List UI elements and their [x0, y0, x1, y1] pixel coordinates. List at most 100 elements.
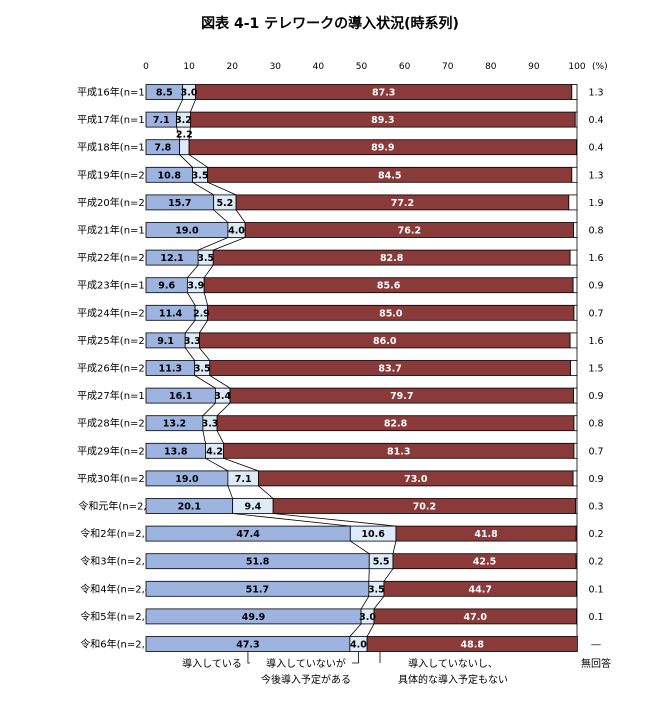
bar-row: 平成18年(n=1,836)7.82.289.9 0.4 — [77, 130, 604, 156]
bar-segment — [569, 332, 578, 349]
data-label: 3.5 — [194, 364, 211, 375]
data-label: 8.5 — [156, 88, 173, 99]
connector-line — [202, 430, 206, 444]
no-answer-label: 0.9 — [588, 391, 603, 402]
x-axis-unit: (%) — [592, 62, 608, 72]
data-label: 47.4 — [236, 529, 260, 540]
connector-line — [392, 541, 397, 554]
data-label: 79.7 — [390, 391, 413, 402]
connector-line — [273, 513, 397, 527]
bar-segment — [573, 442, 578, 459]
connector-line — [258, 485, 274, 499]
data-label: 84.5 — [378, 170, 401, 181]
connector-line — [203, 292, 209, 306]
bar-segment — [573, 222, 578, 238]
connector-line — [216, 430, 224, 444]
connector-line — [187, 264, 199, 278]
data-label: 7.8 — [154, 143, 171, 154]
data-label: 41.8 — [474, 529, 498, 540]
bar-segment — [575, 525, 578, 542]
connector-line — [199, 320, 208, 334]
connector-line — [203, 264, 214, 278]
legend-leader — [352, 651, 359, 664]
connector-line — [190, 99, 196, 113]
no-answer-label: 0.1 — [588, 584, 603, 595]
no-answer-label: 0.2 — [588, 529, 603, 540]
connector-line — [366, 623, 375, 637]
bar-row: 令和3年(n=2,396) 51.8 5.5 42.5 0.2 — [80, 553, 604, 570]
bar-rows: 平成16年(n=1,865)8.5 3.0 87.3 1.3平成17年(n=1,406… — [77, 84, 604, 652]
data-label: 2.9 — [193, 308, 210, 319]
connector-line — [179, 154, 193, 168]
data-label: 48.8 — [461, 640, 485, 651]
bar-segment — [570, 360, 578, 376]
data-label: 85.6 — [377, 281, 401, 292]
data-label: 10.6 — [361, 529, 385, 540]
data-label: 51.7 — [246, 584, 269, 595]
bar-row: 平成22年(n=2,119)12.1 3.5 82.8 1.6 — [77, 249, 604, 266]
data-label: 3.0 — [359, 612, 376, 623]
bar-row: 令和5年(n=2,640) 49.9 3.0 47.0 0.1 — [80, 608, 604, 625]
no-answer-label: 0.2 — [588, 557, 603, 568]
data-label: 83.7 — [378, 364, 401, 375]
connector-line — [350, 540, 370, 555]
connector-line — [176, 99, 183, 113]
data-label: 3.5 — [197, 253, 214, 264]
data-label: 11.3 — [159, 364, 182, 375]
data-label: 9.6 — [158, 281, 175, 292]
bar-row: 平成23年(n=1,905)9.6 3.9 85.6 0.9 — [77, 277, 604, 294]
no-answer-label: 1.3 — [588, 170, 603, 181]
data-label: 4.2 — [206, 446, 223, 457]
data-label: 16.1 — [169, 391, 192, 402]
legend-label: 導入していないが — [266, 657, 346, 670]
data-label: 81.3 — [387, 446, 410, 457]
data-label: 3.5 — [192, 170, 209, 181]
no-answer-label: 0.7 — [588, 308, 603, 319]
bar-segment — [366, 636, 578, 652]
legend-label: 無回答 — [581, 657, 611, 670]
data-label: 9.4 — [244, 502, 261, 513]
connector-line — [192, 181, 214, 196]
bar-row: 平成28年(n=2,032)13.2 3.3 82.8 0.8 — [77, 415, 604, 432]
connector-line — [383, 568, 394, 582]
data-label: 82.8 — [380, 253, 404, 264]
data-label: 15.7 — [168, 198, 191, 209]
data-label: 89.3 — [371, 115, 394, 126]
bar-segment — [568, 194, 578, 211]
bar-segment — [575, 498, 578, 514]
connector-line — [216, 402, 231, 416]
connector-line — [209, 375, 231, 389]
bar-segment — [573, 387, 578, 404]
legend-label: 今後導入予定がある — [261, 673, 351, 686]
bar-segment — [572, 277, 578, 294]
connector-line — [188, 127, 191, 140]
no-answer-label: 0.9 — [588, 281, 603, 292]
bar-row: 令和6年(n=2,330) 47.3 4.0 48.8 ― — [80, 636, 601, 652]
data-label: 77.2 — [391, 198, 414, 209]
x-tick-label: 50 — [356, 62, 368, 72]
connector-line — [223, 457, 259, 472]
bar-row: 平成27年(n=1,845)16.1 3.4 79.7 0.9 — [77, 387, 604, 404]
bar-row: 平成19年(n=2,158)10.8 3.5 84.5 1.3 — [77, 166, 604, 183]
connector-line — [199, 347, 211, 361]
no-answer-label: 1.5 — [588, 364, 603, 375]
x-tick-label: 90 — [528, 62, 540, 72]
data-label: 82.8 — [384, 419, 408, 430]
data-label: 42.5 — [473, 557, 496, 568]
no-answer-label: 0.9 — [588, 474, 603, 485]
connector-line — [360, 596, 370, 610]
no-answer-label: 0.3 — [588, 502, 603, 513]
x-tick-label: 80 — [485, 62, 497, 72]
data-label: 73.0 — [404, 474, 428, 485]
no-answer-label: ― — [591, 640, 601, 651]
bar-row: 平成30年(n=2,119) 19.0 7.1 73.0 0.9 — [77, 470, 604, 487]
bar-segment — [575, 553, 578, 570]
connector-line — [202, 402, 216, 416]
bar-segment — [569, 249, 578, 266]
connector-line — [232, 513, 351, 527]
data-label: 5.5 — [373, 557, 390, 568]
legend-label: 導入している — [182, 657, 242, 670]
connector-line — [373, 596, 385, 610]
connector-line — [207, 181, 237, 196]
bar-row: 令和2年(n=2,223) 47.4 10.6 41.8 0.2 — [80, 525, 604, 542]
